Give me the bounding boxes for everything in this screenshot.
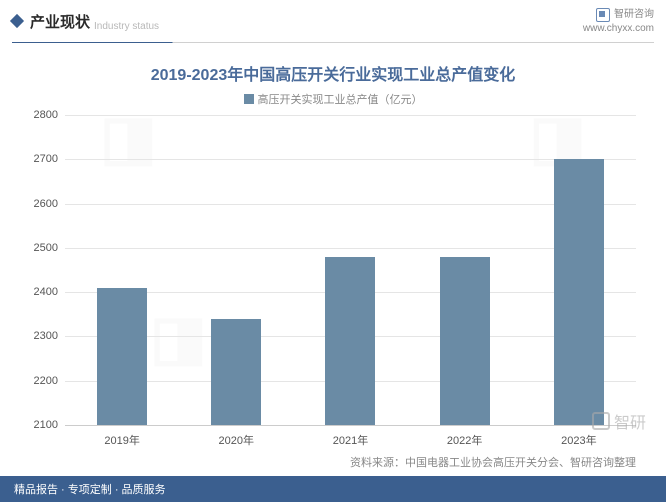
chart-legend: 高压开关实现工业总产值（亿元） (20, 91, 646, 107)
footer-text: 精品报告 · 专项定制 · 品质服务 (14, 481, 166, 497)
x-tick-label: 2022年 (440, 432, 490, 448)
watermark-text: 智研 (614, 409, 646, 433)
y-tick-label: 2600 (34, 198, 58, 210)
bar (211, 319, 261, 425)
brand-logo-icon (596, 8, 610, 22)
x-axis: 2019年 2020年 2021年 2022年 2023年 (65, 425, 636, 448)
y-tick-label: 2300 (34, 330, 58, 342)
watermark-logo-icon (592, 412, 610, 430)
header-title-en: Industry status (94, 21, 159, 42)
header-bar: 产业现状 Industry status 智研咨询 www.chyxx.com (0, 0, 666, 42)
y-axis: 21002200230024002500260027002800 (20, 115, 60, 425)
y-tick-label: 2400 (34, 286, 58, 298)
corner-watermark: 智研 (592, 409, 646, 433)
x-tick-label: 2020年 (211, 432, 261, 448)
header-marker-icon (10, 14, 24, 28)
legend-swatch-icon (244, 94, 254, 104)
chart-title: 2019-2023年中国高压开关行业实现工业总产值变化 (20, 61, 646, 85)
header-brand: 智研咨询 www.chyxx.com (583, 8, 654, 35)
chart-container: ◨ ◨ ◨ 2019-2023年中国高压开关行业实现工业总产值变化 高压开关实现… (0, 43, 666, 473)
y-tick-label: 2800 (34, 109, 58, 121)
footer-bar: 精品报告 · 专项定制 · 品质服务 (0, 476, 666, 502)
bar (440, 257, 490, 425)
source-text: 资料来源：中国电器工业协会高压开关分会、智研咨询整理 (20, 454, 646, 470)
brand-name: 智研咨询 (614, 8, 654, 21)
bar (325, 257, 375, 425)
brand-url: www.chyxx.com (583, 22, 654, 35)
plot-area: 21002200230024002500260027002800 (65, 115, 636, 425)
y-tick-label: 2200 (34, 375, 58, 387)
y-tick-label: 2100 (34, 419, 58, 431)
x-tick-label: 2019年 (97, 432, 147, 448)
legend-label: 高压开关实现工业总产值（亿元） (258, 91, 423, 107)
y-tick-label: 2500 (34, 242, 58, 254)
x-tick-label: 2021年 (325, 432, 375, 448)
y-tick-label: 2700 (34, 153, 58, 165)
bar (97, 288, 147, 425)
x-tick-label: 2023年 (554, 432, 604, 448)
bar (554, 159, 604, 425)
header-title-cn: 产业现状 (30, 11, 90, 32)
bars-group (65, 115, 636, 425)
